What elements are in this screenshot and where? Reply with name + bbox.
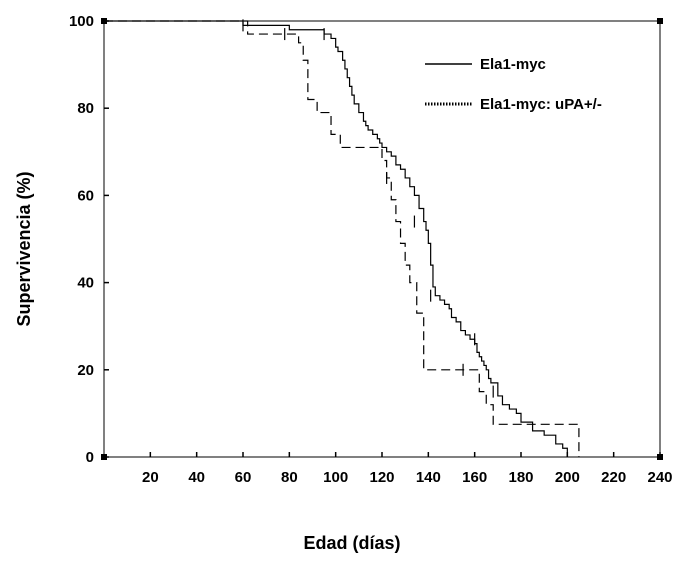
x-tick-label: 180 [508, 469, 533, 486]
series-layer [104, 19, 580, 457]
x-tick-label: 200 [555, 469, 580, 486]
x-tick-label: 80 [281, 469, 298, 486]
corner-marker [657, 18, 663, 24]
y-tick-label: 80 [77, 100, 94, 117]
x-tick-label: 60 [235, 469, 252, 486]
x-tick-label: 140 [416, 469, 441, 486]
y-tick-label: 60 [77, 187, 94, 204]
y-axis-title: Supervivencia (%) [14, 171, 34, 326]
x-tick-label: 100 [323, 469, 348, 486]
legend: Ela1-myc Ela1-myc: uPA+/- [425, 56, 602, 113]
series-line-0 [104, 20, 568, 457]
y-tick-label: 40 [77, 275, 94, 292]
legend-label-1: Ela1-myc: uPA+/- [480, 96, 602, 113]
series-line-1 [104, 20, 580, 457]
axis-ticks: 0 20 40 60 80 100 20 40 60 80 100 120 140 160 180 200 22… [69, 13, 673, 486]
x-tick-label: 20 [142, 469, 159, 486]
x-tick-label: 40 [188, 469, 205, 486]
y-tick-label: 0 [86, 449, 94, 466]
x-axis-title: Edad (días) [303, 533, 400, 553]
y-tick-label: 20 [77, 362, 94, 379]
y-tick-label: 100 [69, 13, 94, 30]
x-tick-label: 240 [647, 469, 672, 486]
x-tick-label: 220 [601, 469, 626, 486]
x-tick-label: 160 [462, 469, 487, 486]
legend-label-0: Ela1-myc [480, 56, 546, 73]
x-tick-label: 120 [369, 469, 394, 486]
